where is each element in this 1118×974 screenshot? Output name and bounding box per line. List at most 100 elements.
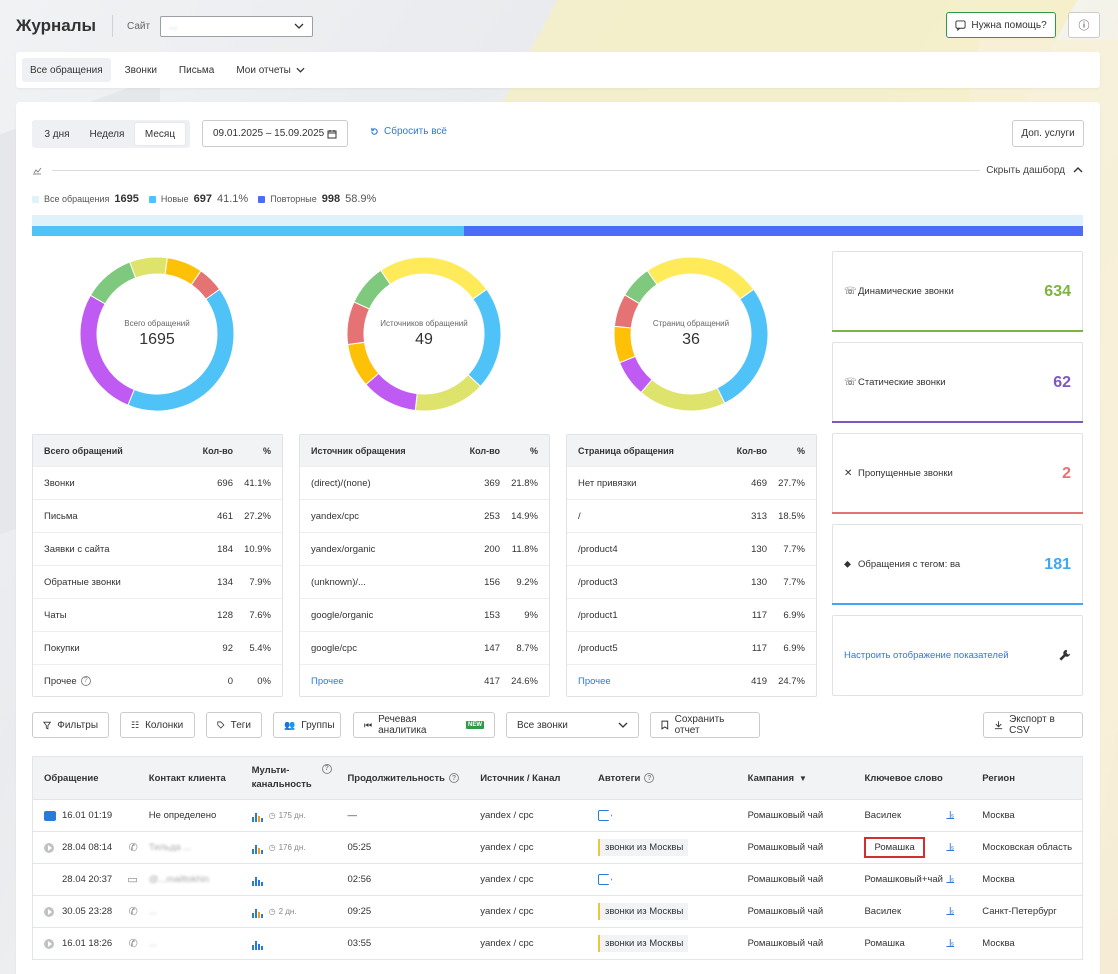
play-icon[interactable] xyxy=(44,907,54,917)
cell-multichannel[interactable]: ◷ 2 дн. xyxy=(241,906,337,918)
col-region[interactable]: Регион xyxy=(971,773,1082,784)
cell-autotag[interactable]: звонки из Москвы xyxy=(587,839,737,856)
donut-slice-Нет привязки[interactable] xyxy=(717,289,768,403)
cell-autotag[interactable] xyxy=(587,810,737,821)
cell-route[interactable]: ⫡ xyxy=(946,904,971,919)
help-icon[interactable]: ? xyxy=(449,773,459,783)
donut-slice-google/organic[interactable] xyxy=(347,302,369,345)
table-row[interactable]: /product5 117 6.9% xyxy=(567,631,816,664)
table-row[interactable]: / 313 18.5% xyxy=(567,499,816,532)
table-row[interactable]: Прочее 417 24.6% xyxy=(300,664,549,697)
card-missed-calls[interactable]: ✕ Пропущенные звонки 2 xyxy=(832,433,1083,514)
table-row[interactable]: (unknown)/... 156 9.2% xyxy=(300,565,549,598)
col-request[interactable]: Обращение xyxy=(33,773,138,784)
help-button[interactable]: Нужна помощь? xyxy=(946,12,1056,38)
tab-my-reports[interactable]: Мои отчеты xyxy=(228,58,313,82)
card-configure[interactable]: Настроить отображение показателей xyxy=(832,615,1083,696)
donut-slice-/[interactable] xyxy=(641,380,725,411)
table-row[interactable]: Письма 461 27.2% xyxy=(33,499,282,532)
table-row[interactable]: Покупки 92 5.4% xyxy=(33,631,282,664)
table-row[interactable]: yandex/organic 200 11.8% xyxy=(300,532,549,565)
donut-slice-Заявки с сайта[interactable] xyxy=(90,262,135,304)
cell-multichannel[interactable] xyxy=(241,874,337,886)
col-campaign[interactable]: Кампания ▼ xyxy=(737,773,854,784)
period-week[interactable]: Неделя xyxy=(79,123,135,145)
table-row[interactable]: google/cpc 147 8.7% xyxy=(300,631,549,664)
cell-autotag[interactable]: звонки из Москвы xyxy=(587,903,737,920)
donut-slice-Прочее[interactable] xyxy=(647,257,753,299)
reset-all-link[interactable]: Сбросить всё xyxy=(370,126,447,137)
help-icon[interactable]: ? xyxy=(644,773,654,783)
play-icon[interactable] xyxy=(44,939,54,949)
table-row[interactable]: Нет привязки 469 27.7% xyxy=(567,466,816,499)
cell-route[interactable]: ⫡ xyxy=(946,872,971,887)
donut-slice-Письма[interactable] xyxy=(80,295,134,405)
configure-link[interactable]: Настроить отображение показателей xyxy=(844,650,1058,661)
save-report-button[interactable]: Сохранить отчет xyxy=(650,712,760,738)
period-3-days[interactable]: 3 дня xyxy=(35,123,79,145)
help-icon[interactable]: ? xyxy=(81,676,91,686)
table-row[interactable]: google/organic 153 9% xyxy=(300,598,549,631)
cell-multichannel[interactable] xyxy=(241,938,337,950)
table-row[interactable]: 16.01 01:19 Не определено ◷ 175 дн. — yan… xyxy=(32,800,1083,832)
col-keyword[interactable]: Ключевое слово xyxy=(853,773,946,784)
col-autotags[interactable]: Автотеги? xyxy=(587,773,737,784)
table-row[interactable]: yandex/cpc 253 14.9% xyxy=(300,499,549,532)
card-static-calls[interactable]: ☏ Статические звонки 62 xyxy=(832,342,1083,423)
cell-multichannel[interactable]: ◷ 176 дн. xyxy=(241,842,337,854)
table-row[interactable]: 16.01 18:26 ✆ ... 03:55 yandex / cpc звон… xyxy=(32,928,1083,960)
table-row[interactable]: Звонки 696 41.1% xyxy=(33,466,282,499)
other-link[interactable]: Прочее xyxy=(311,676,450,687)
table-row[interactable]: (direct)/(none) 369 21.8% xyxy=(300,466,549,499)
cell-autotag[interactable] xyxy=(587,874,737,885)
columns-button[interactable]: ☷ Колонки xyxy=(120,712,195,738)
table-row[interactable]: Обратные звонки 134 7.9% xyxy=(33,565,282,598)
date-range-picker[interactable]: 09.01.2025 – 15.09.2025 xyxy=(202,120,348,147)
tags-button[interactable]: Теги xyxy=(206,712,262,738)
cell-route[interactable]: ⫡ xyxy=(946,808,971,823)
table-row[interactable]: /product1 117 6.9% xyxy=(567,598,816,631)
donut-slice-(direct)/(none)[interactable] xyxy=(468,289,501,386)
table-row[interactable]: 28.04 20:37 ▭ @...mailtokhin 02:56 yandex… xyxy=(32,864,1083,896)
col-multichannel[interactable]: Мульти- канальность ? xyxy=(241,764,337,792)
cell-autotag[interactable]: звонки из Москвы xyxy=(587,935,737,952)
table-row[interactable]: Прочее 419 24.7% xyxy=(567,664,816,697)
hide-dashboard-toggle[interactable]: Скрыть дашборд xyxy=(986,165,1083,176)
donut-slice-yandex/cpc[interactable] xyxy=(415,375,480,411)
help-icon[interactable]: ? xyxy=(322,764,332,774)
table-row[interactable]: /product4 130 7.7% xyxy=(567,532,816,565)
play-icon[interactable] xyxy=(44,843,54,853)
info-button[interactable]: ⓘ xyxy=(1068,12,1100,38)
card-tagged-requests[interactable]: ⬥ Обращения с тегом: ва 181 xyxy=(832,524,1083,605)
donut-slice-Звонки[interactable] xyxy=(128,289,234,411)
donut-slice-Прочее[interactable] xyxy=(381,257,487,299)
table-row[interactable]: /product3 130 7.7% xyxy=(567,565,816,598)
donut-slice-/product3[interactable] xyxy=(614,326,635,362)
card-dynamic-calls[interactable]: ☏ Динамические звонки 634 xyxy=(832,251,1083,332)
other-link[interactable]: Прочее xyxy=(578,676,717,687)
tab-calls[interactable]: Звонки xyxy=(117,58,165,82)
table-row[interactable]: 28.04 08:14 ✆ Тильда ... ◷ 176 дн. 05:25 y… xyxy=(32,832,1083,864)
donut-slice-Обратные звонки[interactable] xyxy=(130,257,168,278)
export-csv-button[interactable]: Экспорт в CSV xyxy=(983,712,1083,738)
tab-letters[interactable]: Письма xyxy=(171,58,222,82)
period-month[interactable]: Месяц xyxy=(135,123,185,145)
site-select[interactable]: ... xyxy=(160,16,313,37)
speech-analytics-button[interactable]: ⏮ Речевая аналитика NEW xyxy=(353,712,495,738)
groups-button[interactable]: 👥 Группы xyxy=(273,712,341,738)
col-source[interactable]: Источник / Канал xyxy=(469,773,587,784)
extra-services-button[interactable]: Доп. услуги xyxy=(1012,120,1084,147)
cell-route[interactable]: ⫡ xyxy=(946,936,971,951)
table-row[interactable]: Заявки с сайта 184 10.9% xyxy=(33,532,282,565)
tab-all-requests[interactable]: Все обращения xyxy=(22,58,111,82)
donut-slice-yandex/organic[interactable] xyxy=(366,373,417,410)
cell-route[interactable]: ⫡ xyxy=(946,840,971,855)
table-row[interactable]: Прочее? 0 0% xyxy=(33,664,282,697)
filters-button[interactable]: Фильтры xyxy=(32,712,109,738)
col-contact[interactable]: Контакт клиента xyxy=(138,773,241,784)
col-duration[interactable]: Продолжительность? xyxy=(336,773,469,784)
calls-select[interactable]: Все звонки xyxy=(506,712,639,738)
table-row[interactable]: Чаты 128 7.6% xyxy=(33,598,282,631)
cell-multichannel[interactable]: ◷ 175 дн. xyxy=(241,810,337,822)
table-row[interactable]: 30.05 23:28 ✆ ... ◷ 2 дн. 09:25 yandex / c… xyxy=(32,896,1083,928)
